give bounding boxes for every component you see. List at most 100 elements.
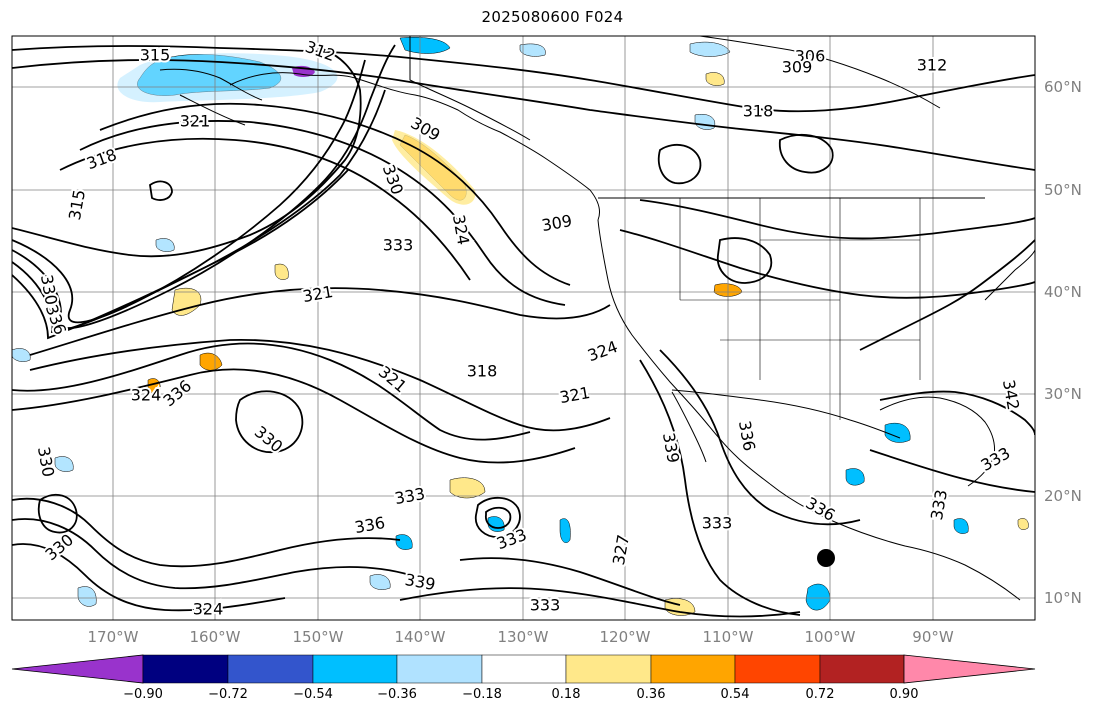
lon-label: 150°W: [293, 628, 344, 646]
contour-loop-1: [235, 390, 304, 453]
shading-negative-sw: [77, 586, 97, 607]
contour-label: 333: [702, 514, 733, 533]
contour-east-1: [859, 239, 1035, 351]
contour-mex-1: [659, 349, 861, 526]
coast-westcoast: [597, 219, 771, 485]
contour-label: 306: [795, 47, 826, 66]
contour-label: 315: [140, 46, 171, 65]
shading-negative-east3: [845, 468, 865, 486]
lon-label: 90°W: [912, 628, 954, 646]
shading-weak-pos-e2: [1017, 518, 1029, 530]
shading-negative-w2: [12, 348, 31, 362]
colorbar-tick-label: −0.90: [123, 687, 163, 702]
contour-jet-5: [12, 169, 349, 340]
contour-circle-2: [485, 506, 512, 529]
lat-label: 50°N: [1044, 181, 1082, 199]
contour-north-2: [12, 59, 1035, 171]
colorbar-bin: [734, 654, 821, 684]
shading-weak-positive-south: [449, 477, 486, 499]
contour-loop-5: [149, 180, 173, 201]
contours: [12, 44, 1035, 618]
colorbar-tick-label: 0.54: [721, 687, 750, 702]
longitude-labels: 170°W 160°W 150°W 140°W 130°W 120°W 110°…: [88, 628, 954, 646]
contour-south-1: [399, 587, 801, 618]
contour-jet-1: [12, 47, 362, 258]
shading-negative-north1: [399, 37, 451, 54]
contour-loop-2: [657, 143, 702, 185]
map-title: 2025080600 F024: [481, 8, 624, 26]
border-alaska: [409, 36, 531, 141]
lon-label: 140°W: [395, 628, 446, 646]
colorbar-bin: [565, 654, 652, 684]
lat-label: 10°N: [1044, 589, 1082, 607]
contour-sw-2: [12, 518, 411, 590]
colorbar-tick-label: 0.36: [637, 687, 666, 702]
colorbar-tick-label: −0.54: [293, 687, 333, 702]
shading-weak-pos-w5: [274, 263, 289, 280]
contour-alaska-3: [59, 137, 471, 281]
map-frame: [11, 35, 1036, 621]
shading-negative-south3: [559, 518, 571, 543]
lat-label: 40°N: [1044, 283, 1082, 301]
colorbar-tick-label: −0.18: [462, 687, 502, 702]
contour-label: 333: [383, 236, 414, 255]
shading-positive-mid: [199, 352, 223, 371]
contour-south-2: [459, 557, 681, 606]
colorbar-right-extend: [903, 654, 1036, 684]
shading-negative-w1: [155, 238, 175, 252]
contour-label: 324: [131, 386, 162, 405]
contour-mex-2: [639, 359, 801, 616]
coast-gulf: [879, 396, 995, 487]
coast-eastcoast: [984, 249, 1035, 301]
contour-long-1: [29, 287, 611, 356]
colorbar-tick-label: −0.72: [208, 687, 248, 702]
colorbar-bin: [819, 654, 905, 684]
contour-loop-6: [716, 237, 773, 284]
coast-alaska: [229, 72, 601, 221]
map-background: [12, 36, 1035, 620]
colorbar-tick-label: 0.72: [806, 687, 835, 702]
contour-label: 318: [743, 102, 774, 121]
lon-label: 130°W: [498, 628, 549, 646]
contour-north-1: [12, 45, 1035, 113]
lat-label: 60°N: [1044, 78, 1082, 96]
coastlines: [159, 36, 1035, 601]
coast-baja: [671, 391, 707, 463]
contour-circle-1: [474, 496, 521, 538]
lon-label: 100°W: [805, 628, 856, 646]
border-us-mexico: [671, 389, 901, 439]
shading-negative-south2: [395, 534, 413, 550]
coast-alaska-pen: [159, 68, 263, 126]
contour-se-3: [869, 449, 1035, 493]
contour-se-2: [619, 229, 1035, 299]
colorbar-bin: [312, 654, 398, 684]
shading-negative-w3: [54, 456, 74, 472]
contour-long-3: [12, 342, 531, 441]
contour-long-2: [29, 338, 611, 432]
state-borders: [679, 198, 921, 420]
colorbar-left-extend: [11, 654, 144, 684]
contour-label: 324: [193, 600, 224, 619]
contour-loop-4: [37, 493, 78, 534]
colorbar: −0.90 −0.72 −0.54 −0.36 −0.18 0.18 0.36 …: [11, 654, 1036, 702]
lat-label: 30°N: [1044, 385, 1082, 403]
lon-label: 110°W: [703, 628, 754, 646]
contour-label: 309: [782, 58, 813, 77]
shaded-regions: [12, 37, 1029, 616]
latitude-labels: 60°N 50°N 40°N 30°N 20°N 10°N: [1044, 78, 1082, 607]
contour-sw-1: [12, 497, 401, 568]
lat-label: 20°N: [1044, 487, 1082, 505]
shading-weak-negative-alaska: [117, 53, 338, 103]
contour-east-2: [879, 390, 1035, 436]
colorbar-bin: [227, 654, 314, 684]
shading-negative-east1: [884, 422, 911, 443]
shading-negative-e4: [953, 518, 969, 534]
center-marker: [817, 549, 835, 567]
contour-alaska-1: [99, 102, 571, 286]
shading-negative-north2: [689, 41, 731, 57]
contour-label: 318: [467, 362, 498, 381]
contour-long-4: [12, 368, 576, 464]
lon-label: 120°W: [600, 628, 651, 646]
shading-negative-north3: [519, 43, 546, 57]
